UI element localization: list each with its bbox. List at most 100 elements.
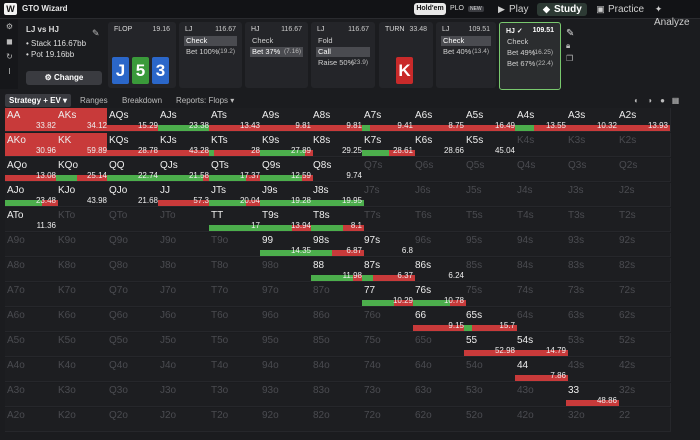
hand-cell[interactable]: A6s 8.75 xyxy=(413,108,467,132)
hand-cell[interactable]: 54o xyxy=(464,358,518,382)
view-circle-icon[interactable]: ◐ xyxy=(634,96,639,105)
hand-cell[interactable]: K3s xyxy=(566,133,620,157)
hand-cell[interactable]: 32o xyxy=(566,408,620,432)
action-option[interactable]: Check xyxy=(507,37,529,46)
hand-cell[interactable]: K6s 28.66 xyxy=(413,133,467,157)
hand-cell[interactable]: T9o xyxy=(209,233,263,257)
hand-cell[interactable]: 75o xyxy=(362,333,416,357)
hand-cell[interactable]: J3o xyxy=(158,383,212,407)
hand-cell[interactable]: Q9s 12.59 xyxy=(260,158,314,182)
hand-cell[interactable]: 82s xyxy=(617,258,671,282)
hand-cell[interactable]: 75s xyxy=(464,283,518,307)
hand-cell[interactable]: AQs 15.29 xyxy=(107,108,161,132)
hand-cell[interactable]: T5o xyxy=(209,333,263,357)
hand-cell[interactable]: K8o xyxy=(56,258,110,282)
hand-cell[interactable]: A7s 9.41 xyxy=(362,108,416,132)
hand-cell[interactable]: KQo 25.14 xyxy=(56,158,110,182)
hand-cell[interactable]: J5s xyxy=(464,183,518,207)
hand-cell[interactable]: 72s xyxy=(617,283,671,307)
settings-icon[interactable]: ⚙ xyxy=(5,22,14,31)
hand-cell[interactable]: K9o xyxy=(56,233,110,257)
hand-cell[interactable]: T9s 13.94 xyxy=(260,208,314,232)
tab-breakdown[interactable]: Breakdown xyxy=(122,96,163,105)
hand-cell[interactable]: T5s xyxy=(464,208,518,232)
hand-cell[interactable]: K2s xyxy=(617,133,671,157)
hand-cell[interactable]: 63s xyxy=(566,308,620,332)
hand-cell[interactable]: Q8o xyxy=(107,258,161,282)
hand-cell[interactable]: KK 59.89 xyxy=(56,133,110,157)
hand-cell[interactable]: A3s 10.32 xyxy=(566,108,620,132)
hand-cell[interactable]: 93o xyxy=(260,383,314,407)
hand-cell[interactable]: A4s 13.55 xyxy=(515,108,569,132)
hand-cell[interactable]: Q5o xyxy=(107,333,161,357)
hand-cell[interactable]: 82o xyxy=(311,408,365,432)
hand-cell[interactable]: 83o xyxy=(311,383,365,407)
hand-cell[interactable]: 54s 14.79 xyxy=(515,333,569,357)
hand-cell[interactable]: 94s xyxy=(515,233,569,257)
hand-cell[interactable]: T6o xyxy=(209,308,263,332)
hand-cell[interactable]: K4s xyxy=(515,133,569,157)
turn-card[interactable]: TURN 33.48 K xyxy=(379,22,433,88)
hand-cell[interactable]: T3s xyxy=(566,208,620,232)
hand-cell[interactable]: Q6o xyxy=(107,308,161,332)
hand-cell[interactable]: J8s 19.95 xyxy=(311,183,365,207)
hand-cell[interactable]: AJo 23.48 xyxy=(5,183,59,207)
lock-icon[interactable]: 🔒︎ xyxy=(566,41,571,50)
holdem-toggle[interactable]: Hold'em xyxy=(414,3,446,15)
hand-cell[interactable]: K6o xyxy=(56,308,110,332)
hand-cell[interactable]: QTo xyxy=(107,208,161,232)
hand-cell[interactable]: 85o xyxy=(311,333,365,357)
hand-cell[interactable]: Q6s xyxy=(413,158,467,182)
hand-cell[interactable]: QJo 21.68 xyxy=(107,183,161,207)
hand-cell[interactable]: 52o xyxy=(464,408,518,432)
logo-icon[interactable]: W xyxy=(4,3,17,15)
hand-cell[interactable]: J5o xyxy=(158,333,212,357)
hand-cell[interactable]: J6s xyxy=(413,183,467,207)
nav-study[interactable]: ◆ Study xyxy=(537,3,587,16)
hand-cell[interactable]: 74o xyxy=(362,358,416,382)
action-option[interactable]: Check xyxy=(184,36,237,46)
hand-cell[interactable]: 73s xyxy=(566,283,620,307)
hand-cell[interactable]: 52s xyxy=(617,333,671,357)
hand-cell[interactable]: Q5s xyxy=(464,158,518,182)
hand-cell[interactable]: 72o xyxy=(362,408,416,432)
hand-cell[interactable]: 92s xyxy=(617,233,671,257)
hand-cell[interactable]: 85s xyxy=(464,258,518,282)
hand-cell[interactable]: Q4s xyxy=(515,158,569,182)
hand-cell[interactable]: 93s xyxy=(566,233,620,257)
hand-cell[interactable]: A9o xyxy=(5,233,59,257)
hand-cell[interactable]: 95s xyxy=(464,233,518,257)
hand-cell[interactable]: KQs 28.78 xyxy=(107,133,161,157)
hand-cell[interactable]: TT 17 xyxy=(209,208,263,232)
hand-cell[interactable]: 76s 10.78 xyxy=(413,283,467,307)
hand-cell[interactable]: T8s 8.1 xyxy=(311,208,365,232)
hand-cell[interactable]: QQ 22.74 xyxy=(107,158,161,182)
hand-cell[interactable]: 84s xyxy=(515,258,569,282)
action-option[interactable]: Check xyxy=(252,36,274,45)
hand-cell[interactable]: 86o xyxy=(311,308,365,332)
action-option[interactable]: Bet 100% (19.2) xyxy=(186,47,235,56)
hand-cell[interactable]: T4s xyxy=(515,208,569,232)
hand-cell[interactable]: 65o xyxy=(413,333,467,357)
hand-cell[interactable]: 87s 6.37 xyxy=(362,258,416,282)
hand-cell[interactable]: Q8s 9.74 xyxy=(311,158,365,182)
hand-cell[interactable]: KJo 43.98 xyxy=(56,183,110,207)
hand-cell[interactable]: 96o xyxy=(260,308,314,332)
action-card-hj-selected[interactable]: HJ ✓ 109.51 Check Bet 49% (16.25) Bet 67%… xyxy=(499,22,561,90)
hand-cell[interactable]: K9s 27.89 xyxy=(260,133,314,157)
hand-cell[interactable]: T2s xyxy=(617,208,671,232)
tab-ranges[interactable]: Ranges xyxy=(80,96,108,105)
hand-cell[interactable]: QTs 17.37 xyxy=(209,158,263,182)
hand-cell[interactable]: A2s 13.93 xyxy=(617,108,671,132)
hand-cell[interactable]: A6o xyxy=(5,308,59,332)
hand-cell[interactable]: 65s 15.7 xyxy=(464,308,518,332)
hand-cell[interactable]: 62o xyxy=(413,408,467,432)
hand-cell[interactable]: T3o xyxy=(209,383,263,407)
hand-cell[interactable]: 32s xyxy=(617,383,671,407)
hand-cell[interactable]: J3s xyxy=(566,183,620,207)
hand-cell[interactable]: 74s xyxy=(515,283,569,307)
hand-cell[interactable]: J7o xyxy=(158,283,212,307)
hand-cell[interactable]: QJs 21.58 xyxy=(158,158,212,182)
nav-practice[interactable]: ▣ Practice xyxy=(596,4,645,15)
hand-cell[interactable]: 99 14.35 xyxy=(260,233,314,257)
